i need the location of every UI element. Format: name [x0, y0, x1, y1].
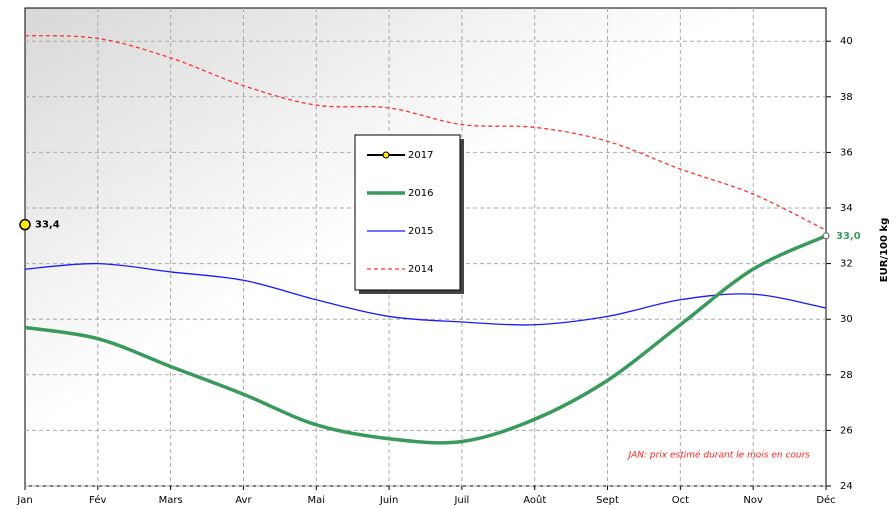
x-tick-label: Déc — [816, 494, 835, 506]
y-tick-label: 30 — [840, 314, 853, 325]
legend-marker — [382, 151, 390, 159]
line-series — [24, 34, 827, 231]
y-tick-label: 36 — [840, 147, 853, 158]
x-tick-label: Fév — [89, 494, 106, 506]
x-tick-label: Août — [523, 494, 546, 506]
legend — [354, 134, 461, 291]
y-tick-label: 34 — [840, 203, 853, 214]
y-tick-label: 24 — [840, 481, 853, 492]
annotation: JAN: prix estimé durant le mois en cours — [626, 450, 810, 461]
legend-label: 2015 — [408, 226, 433, 237]
line-series — [24, 262, 827, 326]
x-tick-label: Avr — [235, 495, 252, 506]
x-tick-label: Oct — [672, 495, 689, 506]
x-tick-label: Juil — [453, 495, 469, 506]
x-tick-label: Mai — [307, 495, 325, 506]
point — [19, 218, 31, 231]
legend-label: 2016 — [408, 188, 433, 199]
x-tick-label: Jan — [16, 495, 32, 506]
x-tick-label: Mars — [159, 495, 183, 506]
legend-label: 2014 — [408, 264, 433, 275]
y-tick-label: 26 — [840, 425, 853, 436]
y-tick-label: 38 — [840, 92, 853, 103]
x-tick-label: Juin — [379, 495, 398, 506]
y-tick-label: 40 — [840, 36, 853, 47]
y-axis-label: EUR/100 kg — [879, 218, 890, 282]
end-point — [822, 232, 830, 240]
data-label: 33,0 — [836, 231, 861, 242]
x-tick-label: Sept — [596, 495, 619, 506]
x-tick-label: Nov — [743, 495, 763, 506]
y-tick-label: 32 — [840, 259, 853, 270]
line-series — [24, 234, 827, 445]
legend-label: 2017 — [408, 150, 433, 161]
data-label: 33,4 — [35, 220, 60, 231]
y-tick-label: 28 — [840, 370, 853, 381]
